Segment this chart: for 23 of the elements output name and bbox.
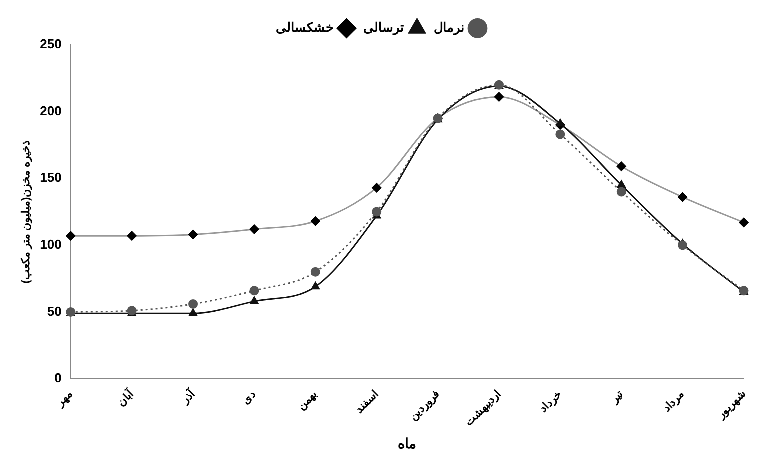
x-tick-label: فروردین xyxy=(408,388,442,424)
x-tick-label: مهر xyxy=(54,388,76,410)
x-tick-label: مرداد xyxy=(660,388,688,415)
y-tick-label: 200 xyxy=(40,103,62,118)
x-tick-label: دی xyxy=(240,388,259,407)
x-tick-label: آذر xyxy=(178,386,198,407)
y-tick-label: 150 xyxy=(40,170,62,186)
y-tick-label: 0 xyxy=(54,370,62,386)
x-tick-label: شهریور xyxy=(715,388,748,422)
x-tick-label: تیر xyxy=(608,388,626,406)
x-tick-label: اردیبهشت xyxy=(463,388,504,429)
x-tick-label: آبان xyxy=(114,386,138,409)
y-tick-label: 250 xyxy=(40,36,62,52)
x-tick-label: خرداد xyxy=(538,388,565,416)
y-tick-label: 50 xyxy=(47,304,62,319)
x-tick-label: اسفند xyxy=(354,388,382,416)
legend-label: ترسالی xyxy=(363,20,404,36)
legend-label: نرمال xyxy=(434,20,465,36)
x-axis-title: ماه xyxy=(398,435,417,452)
y-axis-title: ذخیره مخزن(میلیون متر مکعب) xyxy=(20,140,33,284)
x-tick-label: بهمن xyxy=(296,388,320,413)
legend-label: خشکسالی xyxy=(276,20,334,36)
y-tick-label: 100 xyxy=(40,237,62,252)
